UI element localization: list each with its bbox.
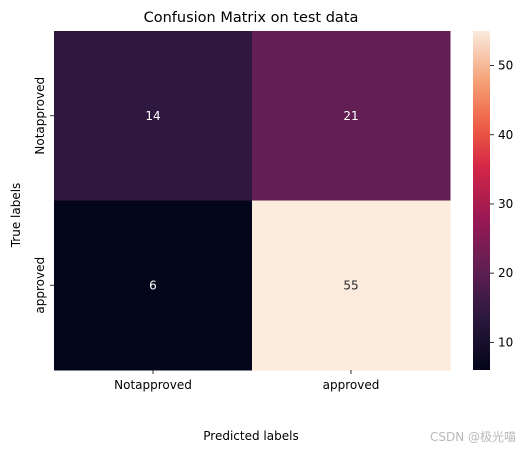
cell-value-label: 55	[343, 278, 358, 292]
x-tick-label: approved	[323, 378, 380, 392]
heatmap-cell	[54, 200, 253, 371]
cell-value-label: 14	[145, 109, 160, 123]
x-tick-label: Notapproved	[114, 378, 192, 392]
cell-value-label: 6	[149, 278, 157, 292]
colorbar-tick-label: 20	[498, 266, 513, 280]
y-axis-ticks: Notapproved approved	[33, 77, 54, 314]
x-axis-label: Predicted labels	[203, 429, 298, 443]
colorbar-tick-label: 40	[498, 128, 513, 142]
chart-title: Confusion Matrix on test data	[144, 10, 359, 26]
colorbar-tick-label: 10	[498, 335, 513, 349]
colorbar	[473, 31, 490, 370]
y-tick-label: approved	[33, 257, 47, 314]
heatmap-cell	[252, 31, 451, 201]
colorbar-tick-label: 50	[498, 59, 513, 73]
colorbar-ticks: 10 20 30 40 50	[490, 59, 513, 349]
cell-value-label: 21	[343, 109, 358, 123]
y-tick-label: Notapproved	[33, 77, 47, 155]
y-axis-label: True labels	[9, 183, 23, 249]
x-axis-ticks: Notapproved approved	[114, 370, 379, 392]
watermark: CSDN @极光喵	[429, 430, 516, 444]
heatmap-cell	[252, 200, 451, 371]
heatmap-cell	[54, 31, 253, 201]
colorbar-tick-label: 30	[498, 197, 513, 211]
heatmap-cells: 14 21 6 55	[54, 31, 451, 371]
